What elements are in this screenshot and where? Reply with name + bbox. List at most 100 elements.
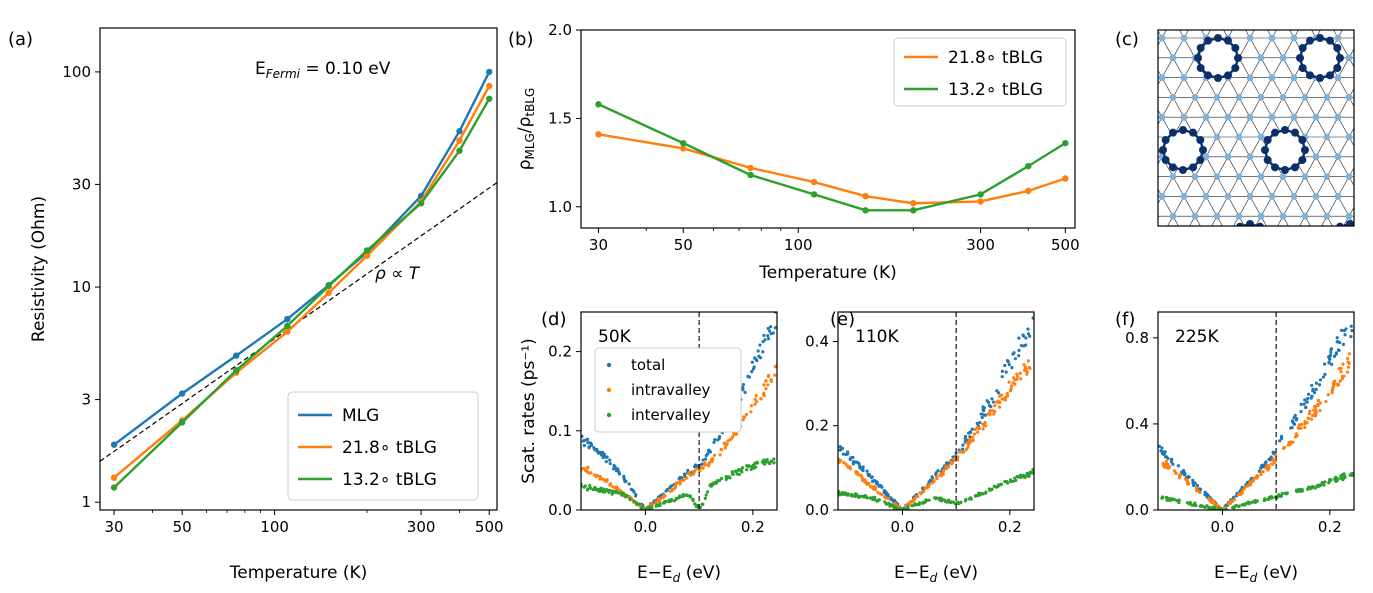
scatter-point	[948, 460, 952, 464]
scatter-point	[758, 343, 762, 347]
lattice-bond	[1216, 136, 1229, 157]
panel-a-resistivity-chart: 30 50 100 300 500 1 3 10 30 100 (a) EFermi = 0.10 e…	[8, 27, 504, 583]
scatter-point	[838, 448, 842, 452]
scatter-point	[1330, 391, 1334, 395]
scatter-point	[728, 437, 732, 442]
lattice-bond	[1337, 30, 1343, 39]
light-atom	[1334, 34, 1342, 42]
panel-label-f: (f)	[1115, 309, 1135, 330]
x-tick-label-d: 0.0	[634, 518, 658, 536]
scatter-point	[719, 447, 723, 451]
scatter-point	[593, 447, 597, 452]
scatter-point	[1337, 348, 1341, 352]
scatter-point	[593, 486, 597, 490]
scatter-point	[1183, 477, 1188, 481]
dark-atom	[1316, 74, 1324, 82]
scatter-point	[587, 445, 591, 449]
scatter-point	[602, 478, 606, 482]
scatter-point	[582, 466, 586, 470]
data-point	[680, 145, 687, 152]
scatter-point	[934, 472, 938, 476]
dark-atom	[1336, 257, 1344, 265]
lattice-bond	[1183, 97, 1196, 118]
lattice-bond	[1348, 48, 1354, 58]
lattice-bond	[1238, 37, 1251, 58]
dark-atom	[1229, 250, 1237, 258]
data-point	[862, 192, 869, 200]
scatter-point	[1175, 499, 1179, 503]
light-atom	[1357, 193, 1364, 200]
lattice-bond	[1194, 196, 1207, 217]
lattice-bond	[1172, 216, 1179, 226]
scatter-point	[689, 473, 693, 477]
scatter-point	[686, 471, 690, 476]
scatter-series-intervalley	[838, 468, 1034, 510]
scatter-point	[995, 400, 999, 404]
lattice-bond	[1249, 136, 1262, 157]
data-point	[1025, 162, 1032, 170]
x-axis-label-d: E−Ed (eV)	[637, 563, 721, 585]
lattice-bond	[1326, 77, 1339, 98]
scatter-point	[670, 489, 674, 493]
scatter-point	[1316, 402, 1320, 407]
scatter-point	[860, 467, 864, 471]
light-atom	[1301, 173, 1309, 181]
legend-box-d	[594, 347, 742, 433]
data-point	[284, 322, 291, 330]
scatter-point	[927, 498, 931, 502]
scatter-point	[1329, 350, 1333, 354]
scatter-point	[698, 469, 702, 473]
light-atom	[1137, 233, 1144, 240]
lattice-bond	[1216, 97, 1229, 118]
dark-atom	[1346, 260, 1354, 268]
scatter-point	[876, 498, 881, 502]
scatter-point	[842, 491, 847, 495]
scatter-point	[884, 502, 888, 506]
lattice-bond	[1360, 97, 1371, 117]
data-point	[486, 95, 493, 102]
panel-d-scattering-50k: 0.0 0.2 0.0 0.1 0.2 (d) 50K E−Ed (eV) Scat. rate…	[519, 309, 778, 585]
scatter-point	[1312, 408, 1316, 412]
lattice-bond	[1260, 117, 1273, 138]
dark-atom	[1224, 36, 1232, 45]
scatter-point	[1349, 335, 1353, 339]
x-axis-label-f: E−Ed (eV)	[1214, 563, 1298, 585]
data-point	[325, 282, 332, 290]
lattice-bond	[1333, 30, 1339, 39]
data-point	[810, 178, 818, 186]
light-atom	[1345, 212, 1353, 220]
scatter-point	[988, 412, 992, 416]
lattice-bond	[1183, 196, 1196, 217]
dark-atom	[1263, 136, 1272, 144]
light-atom	[1191, 173, 1199, 181]
lattice-bond	[1282, 196, 1295, 217]
scatter-point	[1332, 382, 1336, 386]
scatter-point	[981, 422, 985, 426]
scatter-point	[968, 435, 972, 439]
scatter-point	[1160, 450, 1165, 454]
light-atom	[1257, 212, 1265, 220]
lattice-bond	[1227, 196, 1240, 217]
scatter-point	[1010, 366, 1014, 370]
scatter-point	[886, 492, 890, 497]
lattice-bond	[1337, 136, 1350, 157]
scatter-point	[1000, 369, 1004, 373]
scatter-point	[1311, 387, 1315, 391]
scatter-point	[1253, 500, 1257, 504]
light-atom	[1181, 233, 1188, 240]
lattice-bond	[1161, 176, 1174, 197]
lattice-bond	[1216, 156, 1229, 177]
scatter-point	[986, 400, 991, 405]
scatter-point	[1028, 334, 1032, 338]
scatter-point	[1293, 435, 1298, 439]
light-atom	[1180, 193, 1188, 200]
lattice-bond	[1348, 87, 1354, 98]
scatter-series-intervalley	[1160, 471, 1354, 510]
scatter-point	[952, 458, 956, 463]
scatter-point	[1166, 462, 1170, 466]
scatter-point	[976, 493, 981, 497]
lattice-bond	[1140, 216, 1151, 236]
scatter-point	[1025, 372, 1029, 376]
dark-atom	[1298, 44, 1307, 52]
scatter-point	[1338, 379, 1342, 383]
